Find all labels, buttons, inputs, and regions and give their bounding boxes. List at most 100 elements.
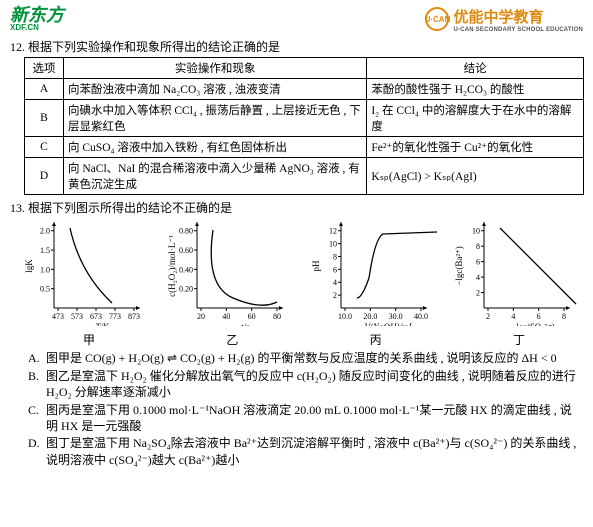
cell-op: 向 NaCl、NaI 的混合稀溶液中滴入少量稀 AgNO₃ 溶液 , 有黄色沉淀… <box>64 158 367 195</box>
chart-bing-svg: 10.0 20.0 30.0 40.0 2 4 6 8 10 12 V(NaOH)/mL pH <box>311 218 441 326</box>
logo-xdf: 新东方 XDF.CN <box>10 6 64 32</box>
svg-text:40: 40 <box>223 312 231 321</box>
cell-conc: 苯酚的酸性强于 H₂CO₃ 的酸性 <box>367 79 584 100</box>
svg-text:0.60: 0.60 <box>179 246 193 255</box>
svg-text:T/K: T/K <box>95 322 110 326</box>
table-header-row: 选项 实验操作和现象 结论 <box>25 58 584 79</box>
opt-body: 图丙是室温下用 0.1000 mol·L⁻¹NaOH 溶液滴定 20.00 mL… <box>46 402 583 434</box>
logo-ucan-cn: 优能中学教育 <box>453 9 543 26</box>
chart-jia-svg: 4735736737738730.51.01.52.0T/KlgK <box>24 218 154 326</box>
chart-yi-svg: 20 40 60 80 0.20 0.40 0.60 0.80 t/s c(H₂O₂)/mol·L… <box>167 218 297 326</box>
svg-text:4: 4 <box>333 278 337 287</box>
table-row: D 向 NaCl、NaI 的混合稀溶液中滴入少量稀 AgNO₃ 溶液 , 有黄色… <box>25 158 584 195</box>
logo-ucan-en: U-CAN SECONDARY SCHOOL EDUCATION <box>453 27 583 33</box>
chart-jia-label: 甲 <box>24 331 154 348</box>
svg-text:10.0: 10.0 <box>338 312 352 321</box>
svg-text:1.0: 1.0 <box>40 265 50 274</box>
table-row: C 向 CuSO₄ 溶液中加入铁粉 , 有红色固体析出 Fe²⁺的氧化性强于 C… <box>25 137 584 158</box>
cell-opt: D <box>25 158 64 195</box>
cell-conc: I₂ 在 CCl₄ 中的溶解度大于在水中的溶解度 <box>367 100 584 137</box>
table-row: B 向碘水中加入等体积 CCl₄ , 振荡后静置 , 上层接近无色 , 下层显紫… <box>25 100 584 137</box>
svg-text:1.5: 1.5 <box>40 246 50 255</box>
chart-ding-label: 丁 <box>454 331 584 348</box>
th-option: 选项 <box>25 58 64 79</box>
q12-table: 选项 实验操作和现象 结论 A 向苯酚浊液中滴加 Na₂CO₃ 溶液 , 浊液变… <box>24 57 584 195</box>
svg-text:pH: pH <box>311 260 321 272</box>
cell-op: 向碘水中加入等体积 CCl₄ , 振荡后静置 , 上层接近无色 , 下层显紫红色 <box>64 100 367 137</box>
th-conclusion: 结论 <box>367 58 584 79</box>
svg-text:−lgc(SO₄²⁻): −lgc(SO₄²⁻) <box>510 322 555 326</box>
svg-text:573: 573 <box>71 312 83 321</box>
svg-text:0.20: 0.20 <box>179 285 193 294</box>
svg-text:0.40: 0.40 <box>179 265 193 274</box>
q13-text: 根据下列图示所得出的结论不正确的是 <box>28 201 232 215</box>
svg-text:10: 10 <box>472 227 480 236</box>
logo-ucan-text: 优能中学教育 U-CAN SECONDARY SCHOOL EDUCATION <box>453 6 583 33</box>
option-d: D. 图丁是室温下用 Na₂SO₄除去溶液中 Ba²⁺达到沉淀溶解平衡时 , 溶… <box>28 435 583 467</box>
cell-opt: C <box>25 137 64 158</box>
svg-text:c(H₂O₂)/mol·L⁻¹: c(H₂O₂)/mol·L⁻¹ <box>167 235 177 297</box>
option-c: C. 图丙是室温下用 0.1000 mol·L⁻¹NaOH 溶液滴定 20.00… <box>28 402 583 434</box>
svg-text:473: 473 <box>52 312 64 321</box>
chart-ding: 2468246810−lgc(SO₄²⁻)−lgc(Ba²⁺) 丁 <box>454 218 584 348</box>
q12-stem: 12. 根据下列实验操作和现象所得出的结论正确的是 <box>10 38 583 55</box>
svg-text:2: 2 <box>333 291 337 300</box>
svg-text:lgK: lgK <box>24 259 34 273</box>
q13-number: 13. <box>10 201 25 215</box>
cell-op: 向苯酚浊液中滴加 Na₂CO₃ 溶液 , 浊液变清 <box>64 79 367 100</box>
cell-op: 向 CuSO₄ 溶液中加入铁粉 , 有红色固体析出 <box>64 137 367 158</box>
svg-text:8: 8 <box>562 312 566 321</box>
opt-letter: C. <box>28 402 46 434</box>
svg-text:60: 60 <box>248 312 256 321</box>
option-a: A. 图甲是 CO(g) + H₂O(g) ⇌ CO₂(g) + H₂(g) 的… <box>28 350 583 366</box>
opt-letter: D. <box>28 435 46 467</box>
logo-xdf-cn: 新东方 <box>10 5 64 25</box>
cell-opt: A <box>25 79 64 100</box>
chart-bing-label: 丙 <box>311 331 441 348</box>
opt-body: 图丁是室温下用 Na₂SO₄除去溶液中 Ba²⁺达到沉淀溶解平衡时 , 溶液中 … <box>46 435 583 467</box>
chart-ding-svg: 2468246810−lgc(SO₄²⁻)−lgc(Ba²⁺) <box>454 218 584 326</box>
svg-text:773: 773 <box>109 312 121 321</box>
svg-text:t/s: t/s <box>241 322 250 326</box>
q13-options: A. 图甲是 CO(g) + H₂O(g) ⇌ CO₂(g) + H₂(g) 的… <box>28 350 583 468</box>
svg-text:30.0: 30.0 <box>388 312 402 321</box>
cell-opt: B <box>25 100 64 137</box>
opt-letter: A. <box>28 350 46 366</box>
svg-text:8: 8 <box>476 242 480 251</box>
svg-text:20.0: 20.0 <box>363 312 377 321</box>
svg-text:8: 8 <box>333 252 337 261</box>
ucan-icon: U·CAN <box>425 7 449 31</box>
svg-text:V(NaOH)/mL: V(NaOH)/mL <box>364 322 413 326</box>
q12-number: 12. <box>10 40 25 54</box>
svg-text:−lgc(Ba²⁺): −lgc(Ba²⁺) <box>454 246 464 286</box>
svg-text:2: 2 <box>486 312 490 321</box>
th-operation: 实验操作和现象 <box>64 58 367 79</box>
svg-text:80: 80 <box>273 312 281 321</box>
svg-text:0.80: 0.80 <box>179 227 193 236</box>
opt-body: 图甲是 CO(g) + H₂O(g) ⇌ CO₂(g) + H₂(g) 的平衡常… <box>46 350 583 366</box>
svg-text:4: 4 <box>511 312 515 321</box>
opt-body: 图乙是室温下 H₂O₂ 催化分解放出氧气的反应中 c(H₂O₂) 随反应时间变化… <box>46 368 583 400</box>
svg-text:10: 10 <box>329 240 337 249</box>
table-row: A 向苯酚浊液中滴加 Na₂CO₃ 溶液 , 浊液变清 苯酚的酸性强于 H₂CO… <box>25 79 584 100</box>
opt-letter: B. <box>28 368 46 400</box>
svg-text:40.0: 40.0 <box>414 312 428 321</box>
charts-row: 4735736737738730.51.01.52.0T/KlgK 甲 2040… <box>24 218 584 348</box>
svg-text:2.0: 2.0 <box>40 227 50 236</box>
cell-conc: Fe²⁺的氧化性强于 Cu²⁺的氧化性 <box>367 137 584 158</box>
svg-text:12: 12 <box>329 227 337 236</box>
cell-conc: Kₛₚ(AgCl) > Kₛₚ(AgI) <box>367 158 584 195</box>
svg-text:20: 20 <box>197 312 205 321</box>
svg-text:2: 2 <box>476 289 480 298</box>
svg-text:6: 6 <box>333 265 337 274</box>
page-header: 新东方 XDF.CN U·CAN 优能中学教育 U-CAN SECONDARY … <box>10 4 583 34</box>
logo-xdf-en: XDF.CN <box>10 24 64 32</box>
option-b: B. 图乙是室温下 H₂O₂ 催化分解放出氧气的反应中 c(H₂O₂) 随反应时… <box>28 368 583 400</box>
chart-yi-label: 乙 <box>167 331 297 348</box>
chart-bing: 10.0 20.0 30.0 40.0 2 4 6 8 10 12 V(NaOH)/mL pH 丙 <box>311 218 441 348</box>
svg-text:873: 873 <box>128 312 140 321</box>
svg-text:673: 673 <box>90 312 102 321</box>
chart-jia: 4735736737738730.51.01.52.0T/KlgK 甲 <box>24 218 154 348</box>
q12-text: 根据下列实验操作和现象所得出的结论正确的是 <box>28 40 280 54</box>
q13-stem: 13. 根据下列图示所得出的结论不正确的是 <box>10 199 583 216</box>
